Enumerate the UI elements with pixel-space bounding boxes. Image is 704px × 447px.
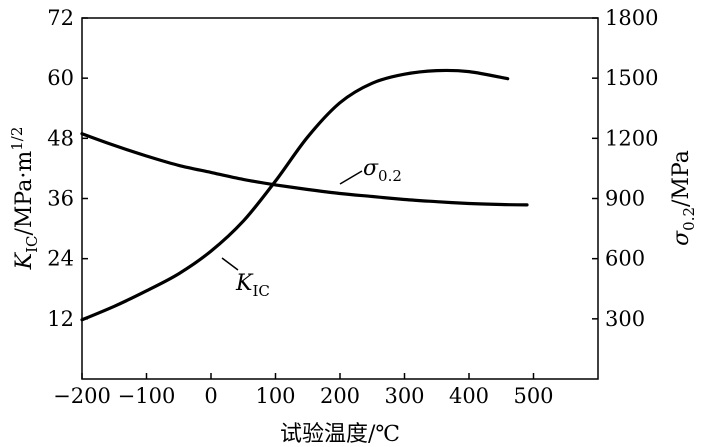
sigma-label-leader (339, 170, 363, 185)
left-y-tick-label: 48 (47, 126, 74, 150)
kic-curve (80, 68, 510, 322)
sigma-label-text: σ0.2 (363, 156, 402, 185)
right-y-tick-label: 900 (605, 187, 645, 211)
left-y-axis-ticks: 12 24 36 48 60 72 (47, 6, 88, 331)
right-y-tick-label: 600 (605, 247, 645, 271)
kic-curve-label: KIC (221, 257, 270, 300)
left-y-axis-symbol: K (12, 251, 37, 270)
right-y-tick-label: 1500 (605, 66, 658, 90)
right-y-axis-ticks: 300 600 900 1200 1500 1800 (592, 6, 658, 331)
kic-label-main: K (235, 271, 254, 296)
left-y-axis-exponent: 1/2 (8, 127, 26, 151)
left-y-axis-subscript: IC (23, 236, 41, 253)
series-group (80, 68, 529, 322)
left-y-axis-title: KIC/MPa·m1/2 (8, 127, 41, 271)
sigma-label-sub: 0.2 (378, 167, 402, 185)
x-tick-label: 100 (255, 384, 295, 408)
right-y-axis-units: /MPa (669, 150, 694, 207)
left-y-tick-label: 24 (47, 247, 74, 271)
left-y-axis-units: /MPa·m (12, 151, 37, 236)
right-y-axis-symbol: σ (669, 230, 694, 246)
left-y-tick-label: 36 (47, 187, 74, 211)
plot-frame (81, 17, 599, 380)
x-tick-label: 200 (320, 384, 360, 408)
x-tick-label: −100 (118, 384, 176, 408)
sigma-curve-label: σ0.2 (339, 156, 402, 185)
x-axis-ticks: −200 −100 0 100 200 300 400 500 (53, 373, 554, 408)
x-tick-label: 300 (384, 384, 424, 408)
plot-border (81, 17, 599, 380)
x-tick-label: 400 (449, 384, 489, 408)
left-y-tick-label: 72 (47, 6, 74, 30)
left-y-tick-label: 12 (47, 307, 74, 331)
x-tick-label: −200 (53, 384, 111, 408)
right-y-tick-label: 1800 (605, 6, 658, 30)
x-tick-label: 0 (204, 384, 217, 408)
x-axis-title: 试验温度/℃ (280, 422, 400, 447)
x-tick-label: 500 (513, 384, 553, 408)
left-y-tick-label: 60 (47, 66, 74, 90)
sigma-label-main: σ (363, 156, 379, 181)
kic-label-sub: IC (252, 282, 269, 300)
right-y-tick-label: 300 (605, 307, 645, 331)
right-y-axis-subscript: 0.2 (680, 207, 698, 231)
right-y-tick-label: 1200 (605, 126, 658, 150)
kic-label-leader (221, 257, 239, 271)
right-y-axis-title: σ0.2/MPa (669, 150, 698, 246)
kic-label-text: KIC (235, 271, 270, 300)
sigma-curve (80, 132, 529, 207)
